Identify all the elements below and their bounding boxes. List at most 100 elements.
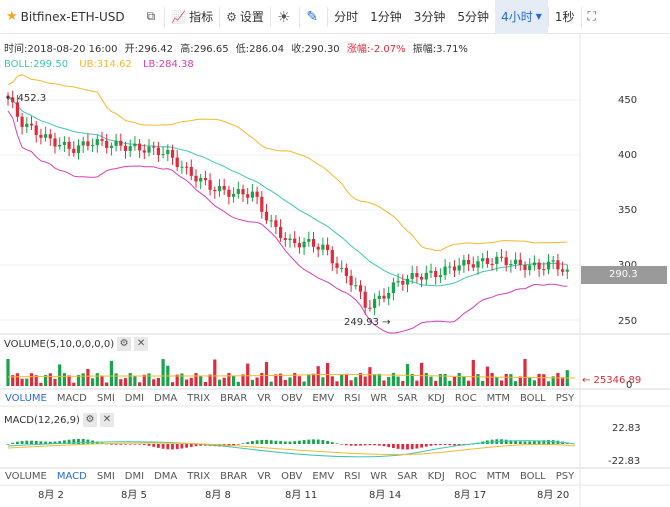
interval-1m[interactable]: 1分钟: [370, 10, 402, 24]
volume-bar: [180, 373, 184, 386]
tab-dma[interactable]: DMA: [154, 393, 178, 404]
tab-rsi[interactable]: RSI: [344, 471, 361, 482]
tab-brar[interactable]: BRAR: [220, 393, 248, 404]
tab-roc[interactable]: ROC: [454, 471, 477, 482]
tab-vr[interactable]: VR: [257, 471, 272, 482]
interval-tick[interactable]: 分时: [334, 10, 359, 24]
gear-icon[interactable]: ⚙: [82, 413, 97, 427]
symbol-selector[interactable]: ★ Bitfinex-ETH-USD ⧉: [0, 0, 164, 34]
tab-boll[interactable]: BOLL: [520, 393, 546, 404]
tab-obv[interactable]: OBV: [281, 393, 303, 404]
macd-bar: [424, 444, 428, 447]
candle-body: [542, 269, 546, 271]
tab-dma[interactable]: DMA: [154, 471, 178, 482]
macd-bar: [471, 443, 475, 445]
close-icon[interactable]: ✕: [99, 413, 114, 427]
tab-psy[interactable]: PSY: [555, 471, 575, 482]
macd-bar: [86, 439, 90, 444]
info-low: 低:286.04: [235, 44, 285, 55]
tab-obv[interactable]: OBV: [281, 471, 303, 482]
volume-bar: [142, 374, 146, 386]
tab-macd[interactable]: MACD: [56, 471, 87, 482]
tab-dmi[interactable]: DMI: [124, 471, 145, 482]
candle-body: [307, 238, 311, 242]
tab-brar[interactable]: BRAR: [220, 471, 248, 482]
volume-bar: [194, 373, 198, 386]
copy-icon[interactable]: ⧉: [146, 9, 156, 23]
interval-3m[interactable]: 3分钟: [413, 10, 446, 24]
volume-bar: [72, 382, 76, 386]
fullscreen-button[interactable]: ⛶: [582, 0, 605, 34]
candle-body: [415, 272, 419, 278]
volume-bar: [44, 375, 48, 386]
macd-bar: [218, 444, 221, 447]
macd-bar: [138, 444, 141, 445]
candle-body: [109, 145, 113, 148]
tab-volume[interactable]: VOLUME: [5, 471, 47, 482]
volume-pane-tabs: VOLUME MACD SMI DMI DMA TRIX BRAR VR OBV…: [0, 390, 590, 407]
candle-body: [180, 166, 184, 168]
tab-sar[interactable]: SAR: [397, 471, 418, 482]
volume-bar: [457, 373, 461, 386]
volume-bar: [213, 359, 217, 386]
tab-rsi[interactable]: RSI: [344, 393, 361, 404]
tab-wr[interactable]: WR: [370, 393, 388, 404]
tab-dmi[interactable]: DMI: [124, 393, 145, 404]
candle-body: [532, 262, 536, 266]
tab-macd[interactable]: MACD: [56, 393, 87, 404]
low-annotation: 249.93 →: [344, 317, 391, 328]
tab-emv[interactable]: EMV: [312, 393, 335, 404]
draw-tool-button[interactable]: ✎: [300, 0, 327, 34]
candle-body: [293, 238, 297, 244]
info-change: 涨幅:-2.07%: [346, 44, 406, 55]
tab-psy[interactable]: PSY: [555, 393, 575, 404]
candle-body: [396, 280, 400, 283]
tab-boll[interactable]: BOLL: [520, 471, 546, 482]
theme-toggle[interactable]: ☀: [271, 0, 299, 34]
settings-button[interactable]: ⚙ 设置: [220, 0, 270, 34]
tab-smi[interactable]: SMI: [96, 393, 115, 404]
candle-body: [518, 259, 522, 265]
close-icon[interactable]: ✕: [134, 337, 149, 351]
tab-kdj[interactable]: KDJ: [427, 393, 445, 404]
volume-bar: [330, 376, 334, 386]
tab-mtm[interactable]: MTM: [486, 471, 510, 482]
interval-5m[interactable]: 5分钟: [457, 10, 490, 24]
candle-body: [485, 258, 489, 264]
volume-bar: [509, 374, 513, 386]
gear-icon[interactable]: ⚙: [117, 337, 132, 351]
tab-roc[interactable]: ROC: [454, 393, 477, 404]
macd-bar: [293, 441, 297, 444]
tab-sar[interactable]: SAR: [397, 393, 418, 404]
tab-mtm[interactable]: MTM: [486, 393, 510, 404]
volume-bar: [537, 373, 541, 386]
tab-wr[interactable]: WR: [370, 471, 388, 482]
tab-volume[interactable]: VOLUME: [5, 393, 47, 404]
volume-bar: [208, 374, 212, 386]
candle-body: [297, 243, 301, 248]
tab-emv[interactable]: EMV: [312, 471, 335, 482]
macd-bar: [95, 441, 99, 444]
candle-body: [443, 266, 447, 276]
candle-body: [467, 259, 471, 265]
macd-bar: [345, 444, 348, 446]
indicator-button[interactable]: 📈 指标: [165, 0, 219, 34]
tab-smi[interactable]: SMI: [96, 471, 115, 482]
ub-line: [7, 74, 568, 252]
star-icon[interactable]: ★: [6, 9, 18, 24]
volume-bar: [467, 380, 471, 386]
tab-trix[interactable]: TRIX: [187, 471, 211, 482]
macd-bar: [316, 439, 320, 444]
macd-bar: [81, 439, 85, 444]
volume-bar: [358, 373, 363, 386]
volume-bar: [62, 373, 66, 386]
pencil-icon: ✎: [306, 8, 319, 25]
tab-vr[interactable]: VR: [257, 393, 272, 404]
tab-kdj[interactable]: KDJ: [427, 471, 445, 482]
macd-bar: [457, 444, 461, 446]
interval-4h[interactable]: 4小时 ▼: [495, 0, 548, 34]
candlestick-chart[interactable]: 450 400 350 300 250 ← 452.3 249.93 → ← 2…: [0, 34, 670, 507]
candle-body: [203, 178, 207, 181]
interval-1s[interactable]: 1秒: [554, 10, 575, 24]
tab-trix[interactable]: TRIX: [187, 393, 211, 404]
